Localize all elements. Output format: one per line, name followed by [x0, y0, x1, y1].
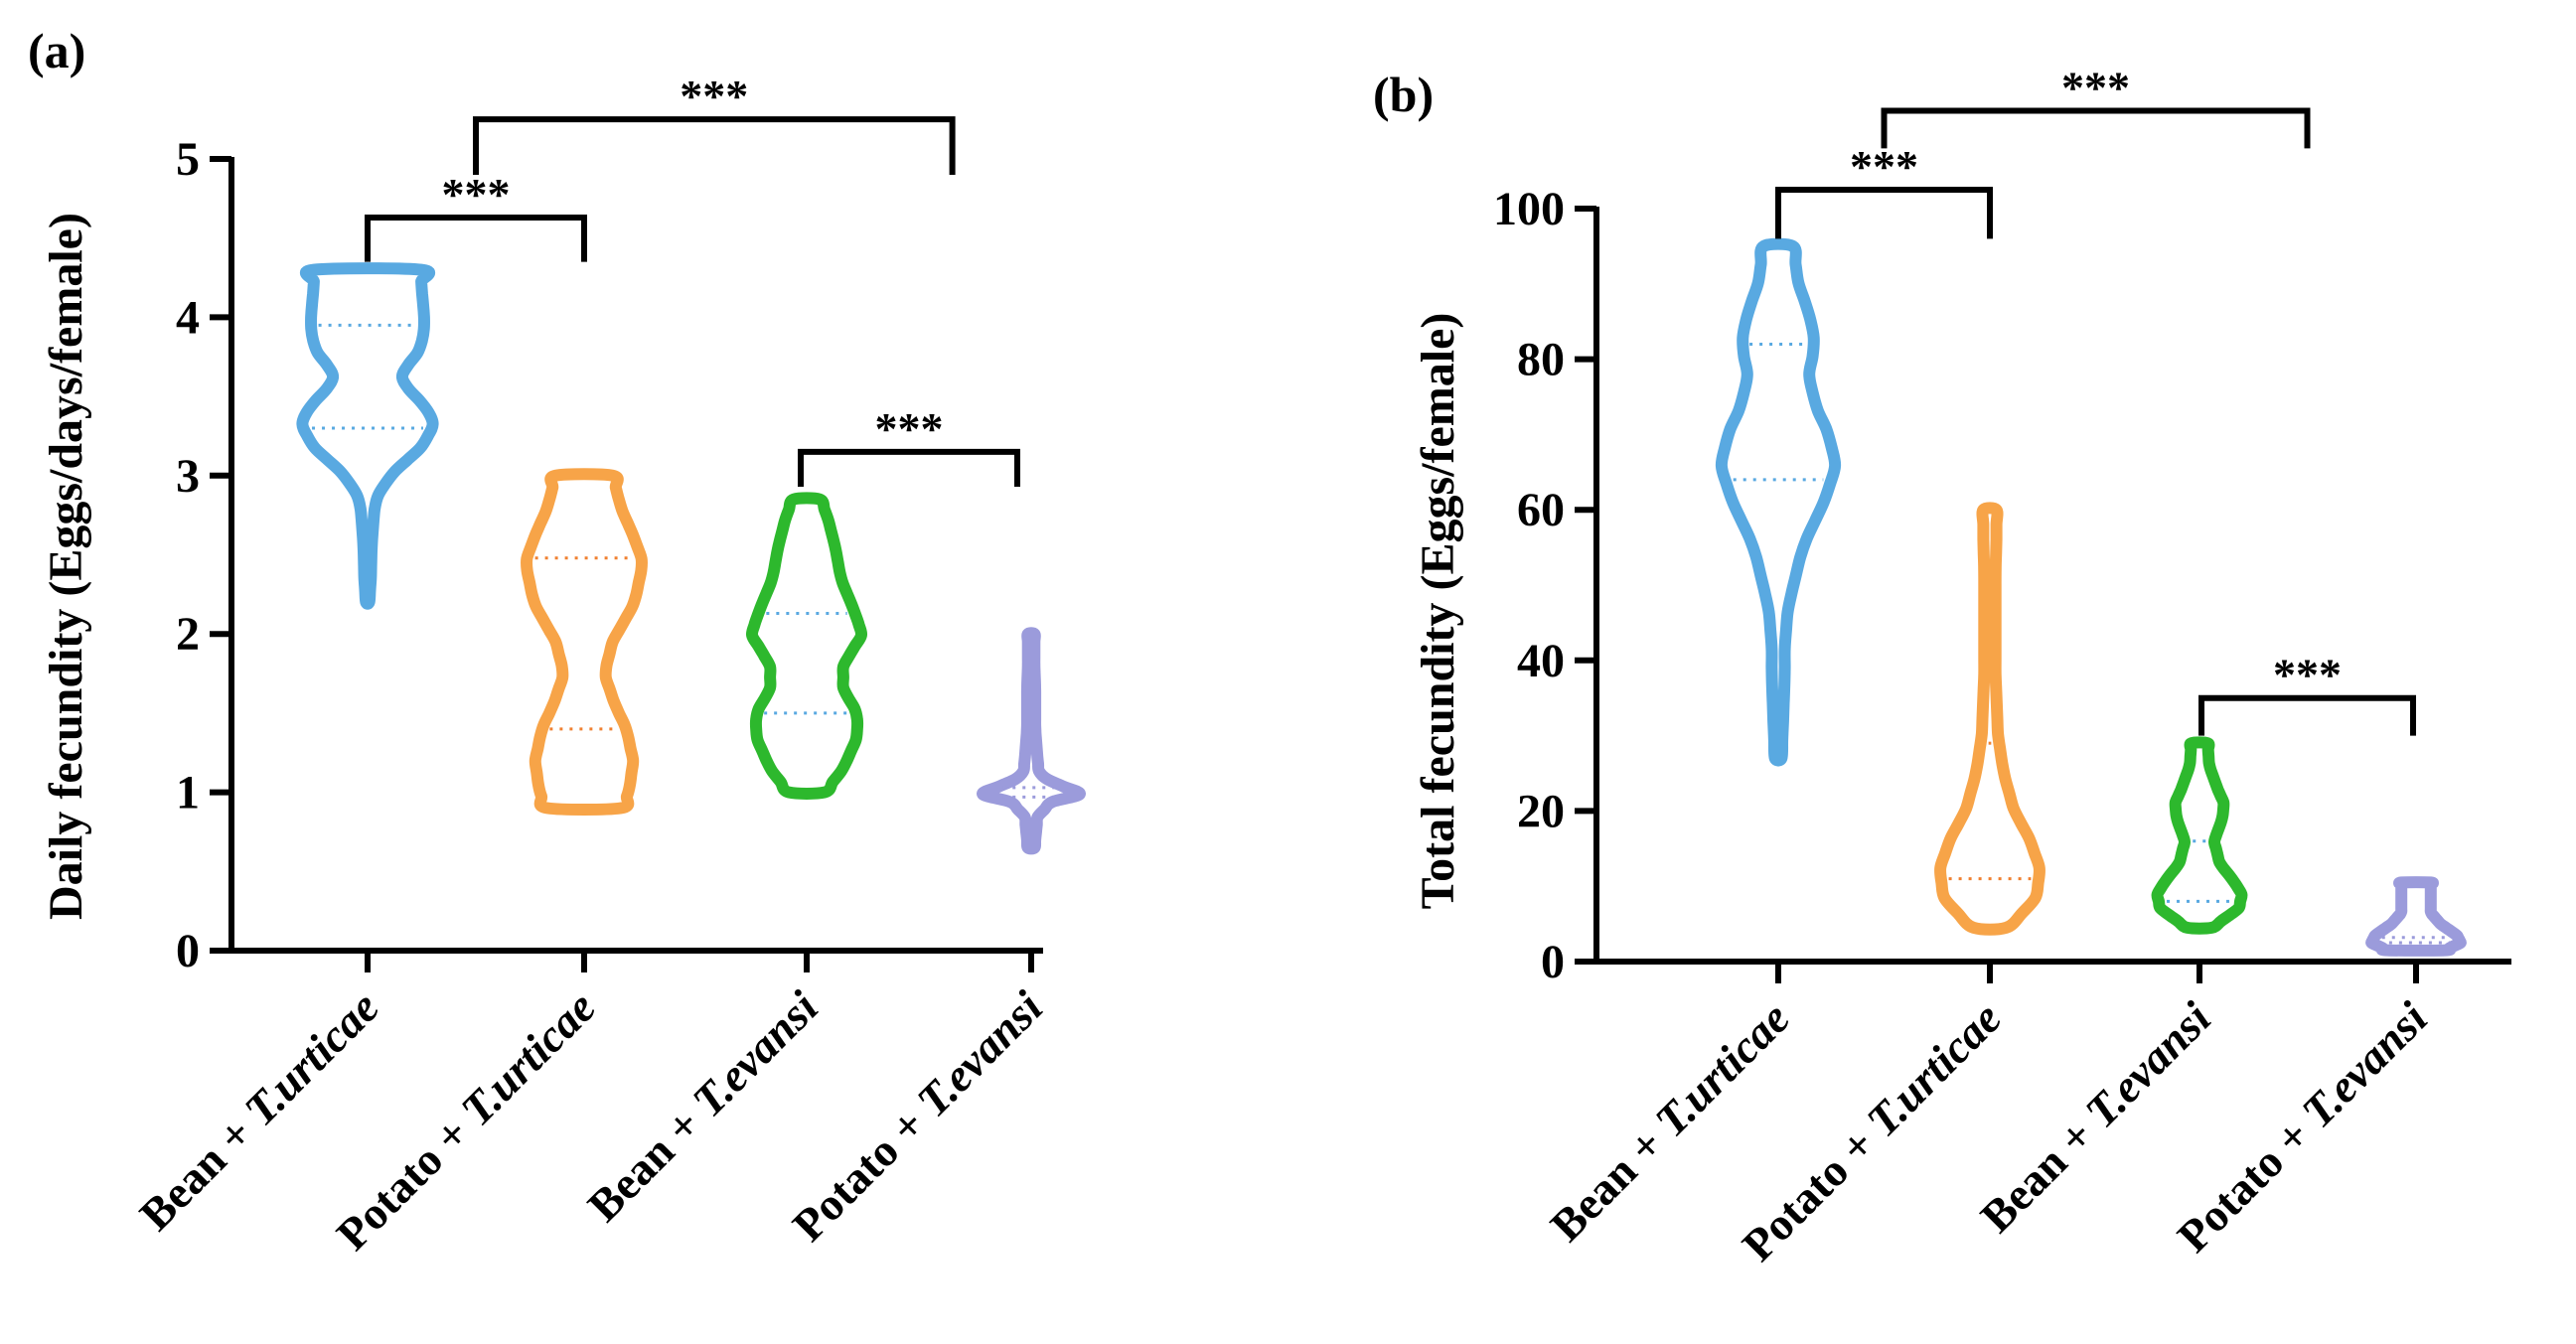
category-prefix: Bean +	[1971, 1102, 2111, 1242]
panel-b-significance-bracket	[1775, 187, 1993, 239]
panel-a-significance-bracket	[365, 214, 587, 262]
panel-a-label: (a)	[28, 23, 85, 78]
category-species: T.evansi	[2292, 992, 2437, 1137]
category-species: T.urticae	[1645, 992, 1799, 1146]
category-prefix: Potato +	[2168, 1102, 2328, 1262]
panel-a-y-tick-label: 5	[176, 133, 200, 186]
panel-a-y-tick-label: 4	[176, 291, 200, 344]
panel-b-y-tick-label: 40	[1517, 635, 1565, 687]
category-prefix: Potato +	[783, 1091, 943, 1251]
panel-a-violin	[977, 627, 1086, 855]
panel-a-violin	[296, 262, 439, 610]
panel-b-y-axis-title: Total fecundity (Eggs/female)	[1412, 313, 1464, 910]
category-species: T.urticae	[1857, 992, 2011, 1146]
category-prefix: Potato +	[1733, 1111, 1893, 1270]
category-prefix: Bean +	[578, 1091, 718, 1231]
panel-a-significance-label: ***	[680, 71, 748, 121]
panel-a-violin	[521, 468, 648, 816]
panel-a: (a) Daily fecundity (Eggs/days/female) 0…	[28, 23, 1086, 1260]
panel-a-significance-label: ***	[442, 169, 511, 220]
panel-b-significance-bracket	[2198, 694, 2416, 736]
panel-a-y-tick-label: 2	[176, 608, 200, 661]
category-species: T.urticae	[451, 981, 605, 1135]
category-prefix: Bean +	[1541, 1111, 1681, 1251]
panel-b-violin	[1715, 237, 1842, 767]
panel-a-y-axis-title: Daily fecundity (Eggs/days/female)	[40, 213, 92, 920]
panel-b-y-tick-label: 20	[1517, 785, 1565, 837]
panel-b-y-tick-label: 60	[1517, 484, 1565, 536]
panel-b-violin	[2151, 736, 2248, 935]
panel-a-y-tick-label: 3	[176, 450, 200, 503]
category-prefix: Potato +	[327, 1100, 487, 1260]
panel-b-significance-bracket	[1881, 107, 2311, 149]
category-species: T.evansi	[682, 981, 828, 1126]
panel-a-significance-bracket	[473, 116, 956, 175]
panel-a-significance-label: ***	[875, 403, 944, 454]
panel-b-label: (b)	[1373, 67, 1434, 122]
category-species: T.evansi	[907, 981, 1052, 1126]
panel-b-violin	[1934, 502, 2046, 936]
panel-a-significance-bracket	[798, 448, 1020, 487]
category-species: T.evansi	[2075, 992, 2220, 1137]
panel-b-significance-label: ***	[2273, 650, 2342, 700]
panel-a-x-tick-label: Potato + T.evansi	[783, 981, 1052, 1251]
category-species: T.urticae	[234, 981, 388, 1135]
panel-b: (b) Total fecundity (Eggs/female) 0 20 40 6…	[1373, 62, 2511, 1270]
panel-a-y-tick-label: 1	[176, 767, 200, 820]
panel-b-significance-label: ***	[2061, 62, 2130, 112]
panel-b-y-tick-label: 100	[1493, 183, 1565, 235]
panel-a-violin	[745, 492, 868, 800]
category-prefix: Bean +	[130, 1100, 270, 1240]
panel-b-violin	[2365, 876, 2467, 957]
panel-b-y-tick-label: 0	[1541, 936, 1565, 988]
panel-b-significance-label: ***	[1850, 141, 1918, 192]
panel-b-y-tick-label: 80	[1517, 334, 1565, 386]
panel-a-x-tick-label: Bean + T.evansi	[578, 981, 828, 1231]
panel-a-y-tick-label: 0	[176, 925, 200, 977]
